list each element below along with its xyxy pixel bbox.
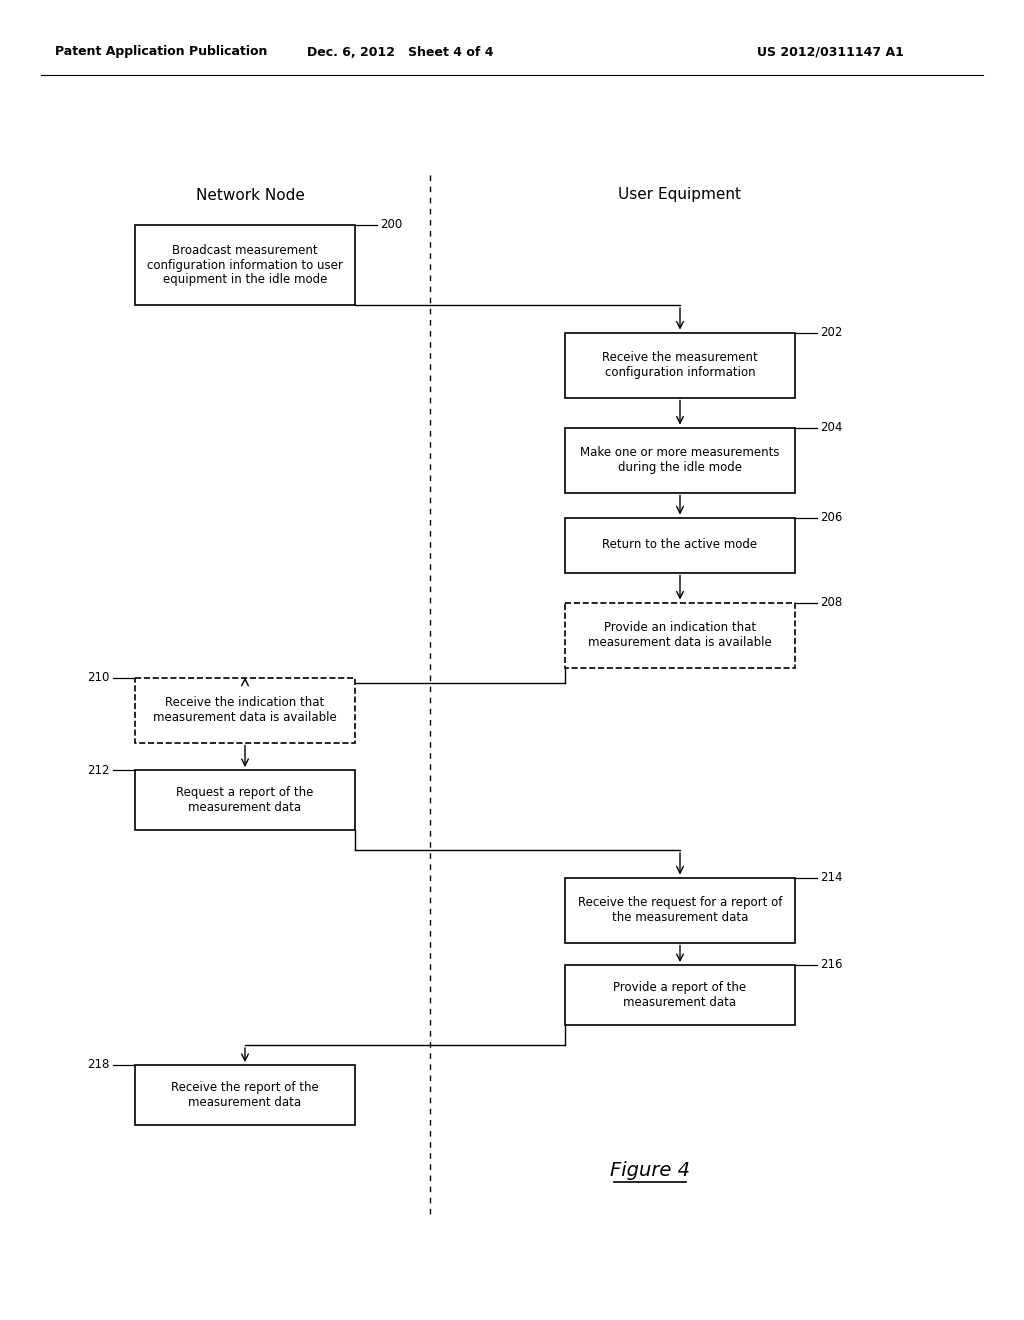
Text: Network Node: Network Node <box>196 187 304 202</box>
Text: Provide an indication that
measurement data is available: Provide an indication that measurement d… <box>588 620 772 649</box>
Text: Make one or more measurements
during the idle mode: Make one or more measurements during the… <box>581 446 779 474</box>
Text: 208: 208 <box>820 597 843 609</box>
Text: Receive the measurement
configuration information: Receive the measurement configuration in… <box>602 351 758 379</box>
Text: Return to the active mode: Return to the active mode <box>602 539 758 552</box>
Bar <box>565 602 795 668</box>
Bar <box>135 770 355 830</box>
Text: Patent Application Publication: Patent Application Publication <box>55 45 267 58</box>
Bar <box>135 1065 355 1125</box>
Bar <box>565 333 795 397</box>
Text: Receive the report of the
measurement data: Receive the report of the measurement da… <box>171 1081 318 1109</box>
Text: 212: 212 <box>87 763 110 776</box>
Text: 216: 216 <box>820 958 843 972</box>
Text: 202: 202 <box>820 326 843 339</box>
Text: 206: 206 <box>820 511 843 524</box>
Bar <box>135 677 355 742</box>
Text: User Equipment: User Equipment <box>618 187 741 202</box>
Text: Broadcast measurement
configuration information to user
equipment in the idle mo: Broadcast measurement configuration info… <box>147 243 343 286</box>
Text: Provide a report of the
measurement data: Provide a report of the measurement data <box>613 981 746 1008</box>
Text: 204: 204 <box>820 421 843 434</box>
Bar <box>565 517 795 573</box>
Text: Dec. 6, 2012   Sheet 4 of 4: Dec. 6, 2012 Sheet 4 of 4 <box>307 45 494 58</box>
Text: US 2012/0311147 A1: US 2012/0311147 A1 <box>757 45 903 58</box>
Text: Receive the request for a report of
the measurement data: Receive the request for a report of the … <box>578 896 782 924</box>
Text: 200: 200 <box>380 219 402 231</box>
Text: 210: 210 <box>88 671 110 684</box>
Text: Request a report of the
measurement data: Request a report of the measurement data <box>176 785 313 814</box>
Text: Figure 4: Figure 4 <box>610 1160 690 1180</box>
Bar <box>565 878 795 942</box>
Text: Receive the indication that
measurement data is available: Receive the indication that measurement … <box>154 696 337 723</box>
Bar <box>565 428 795 492</box>
Bar <box>565 965 795 1026</box>
Bar <box>135 224 355 305</box>
Text: 214: 214 <box>820 871 843 884</box>
Text: 218: 218 <box>88 1059 110 1072</box>
